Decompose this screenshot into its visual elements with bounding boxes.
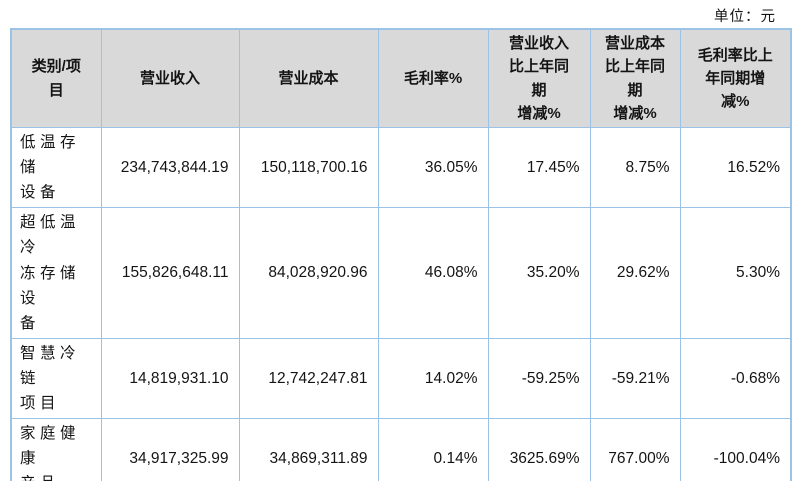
margin-cell: 14.02% (377, 337, 489, 420)
category-cell: 低温存储 设备 (10, 126, 102, 209)
margin-yoy-cell: -100.04% (679, 418, 792, 481)
category-cell: 超低温冷 冻存储设 备 (10, 207, 102, 339)
margin-yoy-cell: 16.52% (679, 126, 792, 209)
cost-yoy-cell: -59.21% (589, 337, 681, 420)
col-header-revenue: 营业收入 (100, 28, 240, 128)
table-row: 家庭健康 产品 34,917,325.99 34,869,311.89 0.14… (10, 418, 792, 481)
revenue-yoy-cell: 3625.69% (487, 418, 591, 481)
col-header-cost: 营业成本 (238, 28, 379, 128)
margin-cell: 46.08% (377, 207, 489, 339)
cost-cell: 34,869,311.89 (238, 418, 379, 481)
revenue-yoy-cell: -59.25% (487, 337, 591, 420)
table-row: 低温存储 设备 234,743,844.19 150,118,700.16 36… (10, 126, 792, 209)
margin-yoy-cell: 5.30% (679, 207, 792, 339)
revenue-cell: 234,743,844.19 (100, 126, 240, 209)
category-cell: 家庭健康 产品 (10, 418, 102, 481)
col-header-revenue-yoy: 营业收入 比上年同 期 增减% (487, 28, 591, 128)
category-cell: 智慧冷链 项目 (10, 337, 102, 420)
margin-cell: 36.05% (377, 126, 489, 209)
col-header-margin: 毛利率% (377, 28, 489, 128)
table-header-row: 类别/项 目 营业收入 营业成本 毛利率% 营业收入 比上年同 期 增减% 营业… (10, 28, 792, 128)
revenue-cell: 34,917,325.99 (100, 418, 240, 481)
col-header-category: 类别/项 目 (10, 28, 102, 128)
margin-cell: 0.14% (377, 418, 489, 481)
revenue-yoy-cell: 17.45% (487, 126, 591, 209)
unit-label: 单位：元 (714, 9, 776, 25)
cost-yoy-cell: 767.00% (589, 418, 681, 481)
margin-yoy-cell: -0.68% (679, 337, 792, 420)
revenue-yoy-cell: 35.20% (487, 207, 591, 339)
cost-cell: 150,118,700.16 (238, 126, 379, 209)
col-header-cost-yoy: 营业成本 比上年同 期 增减% (589, 28, 681, 128)
table-row: 智慧冷链 项目 14,819,931.10 12,742,247.81 14.0… (10, 337, 792, 420)
revenue-cell: 14,819,931.10 (100, 337, 240, 420)
financial-category-table: 类别/项 目 营业收入 营业成本 毛利率% 营业收入 比上年同 期 增减% 营业… (10, 28, 792, 481)
table-row: 超低温冷 冻存储设 备 155,826,648.11 84,028,920.96… (10, 207, 792, 339)
cost-yoy-cell: 8.75% (589, 126, 681, 209)
revenue-cell: 155,826,648.11 (100, 207, 240, 339)
cost-yoy-cell: 29.62% (589, 207, 681, 339)
cost-cell: 12,742,247.81 (238, 337, 379, 420)
col-header-margin-yoy: 毛利率比上 年同期增 减% (679, 28, 792, 128)
cost-cell: 84,028,920.96 (238, 207, 379, 339)
